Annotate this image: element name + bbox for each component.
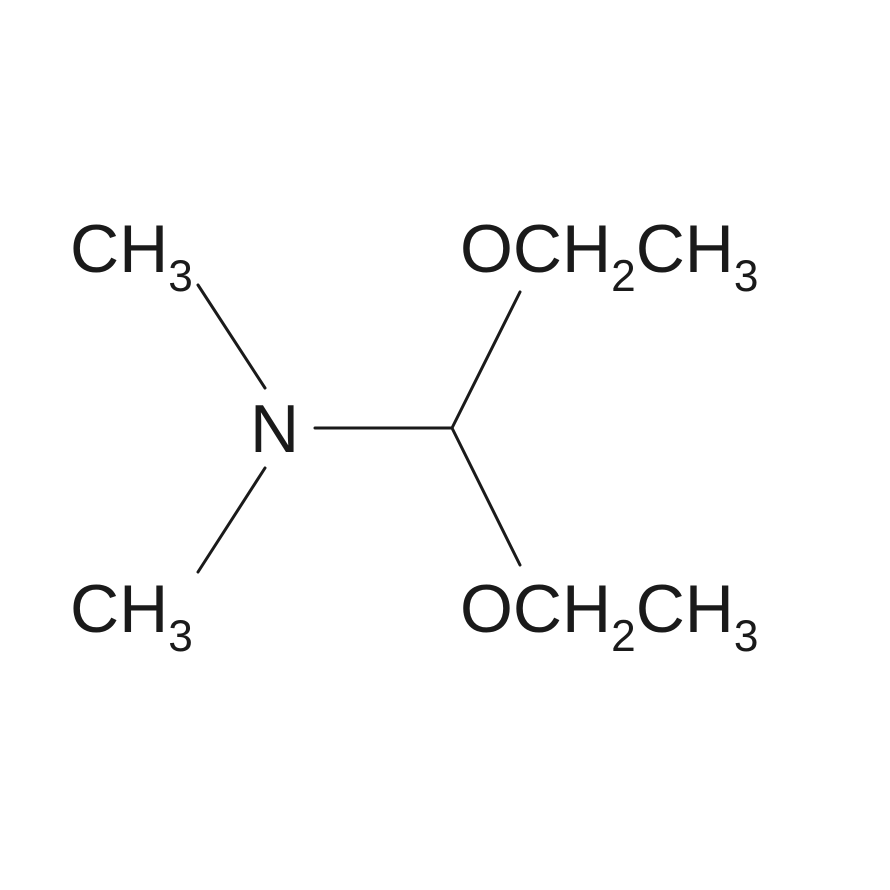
atom-och2ch3-top: OCH2CH3 [460, 215, 758, 295]
atom-ch3-bot-left: CH3 [70, 575, 193, 655]
atom-och2ch3-bot: OCH2CH3 [460, 575, 758, 655]
chemical-structure-diagram: CH3 CH3 N OCH2CH3 OCH2CH3 [0, 0, 890, 890]
atom-ch3-top-left: CH3 [70, 215, 193, 295]
atom-n-center: N [250, 395, 299, 463]
bond-layer [0, 0, 890, 890]
